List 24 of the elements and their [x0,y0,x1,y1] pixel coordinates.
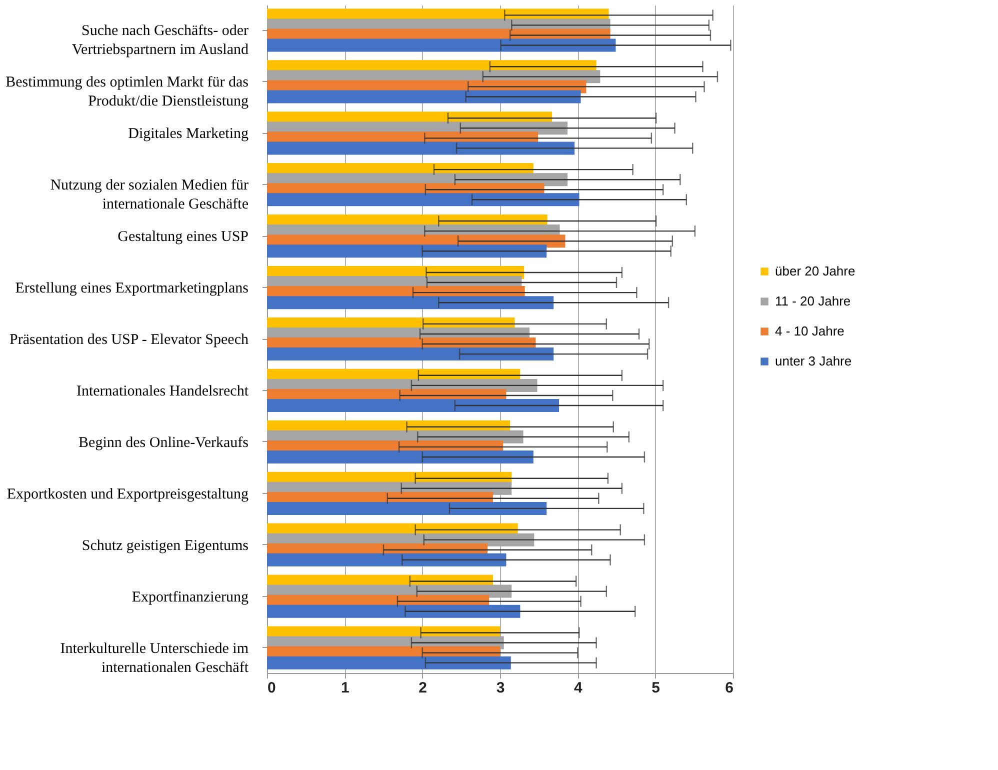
y-tick-label: Exportfinanzierung [132,589,249,606]
y-tick-label: Digitales Marketing [128,126,249,142]
x-tick-label: 2 [418,680,428,696]
x-tick-label: 4 [574,680,583,696]
x-tick-label: 1 [340,680,350,696]
y-tick-label: Exportkosten und Exportpreisgestaltung [6,486,249,502]
y-tick-label: Präsentation des USP - Elevator Speech [10,332,249,348]
legend-label: 11 - 20 Jahre [775,294,851,308]
x-tick-label: 6 [725,680,734,696]
y-tick-label: Beginn des Online-Verkaufs [78,434,249,451]
y-tick-label: Schutz geistigen Eigentums [82,538,249,554]
y-tick-label: Internationales Handelsrecht [76,383,250,400]
y-tick-label: Interkulturelle Unterschiede im internationalen Geschäft [60,640,250,676]
legend-label: unter 3 Jahre [775,354,852,368]
y-tick-label: Gestaltung eines USP [118,229,248,246]
y-tick-label: Nutzung der sozialen Medien für internationale Geschäfte [50,178,249,213]
legend-label: 4 - 10 Jahre [775,324,844,338]
y-tick-label: Suche nach Geschäfts- oder Vertriebspartnern im Ausland [72,23,249,58]
y-tick-label: Erstellung eines Exportmarketingplans [15,280,249,297]
legend-label: über 20 Jahre [775,264,856,278]
x-tick-label: 5 [652,680,660,696]
x-tick-label: 3 [496,680,505,696]
x-tick-label: 0 [268,680,276,696]
y-tick-label: Bestimmung des optimlen Markt für das Produkt/die Dienstleistung [6,74,249,110]
